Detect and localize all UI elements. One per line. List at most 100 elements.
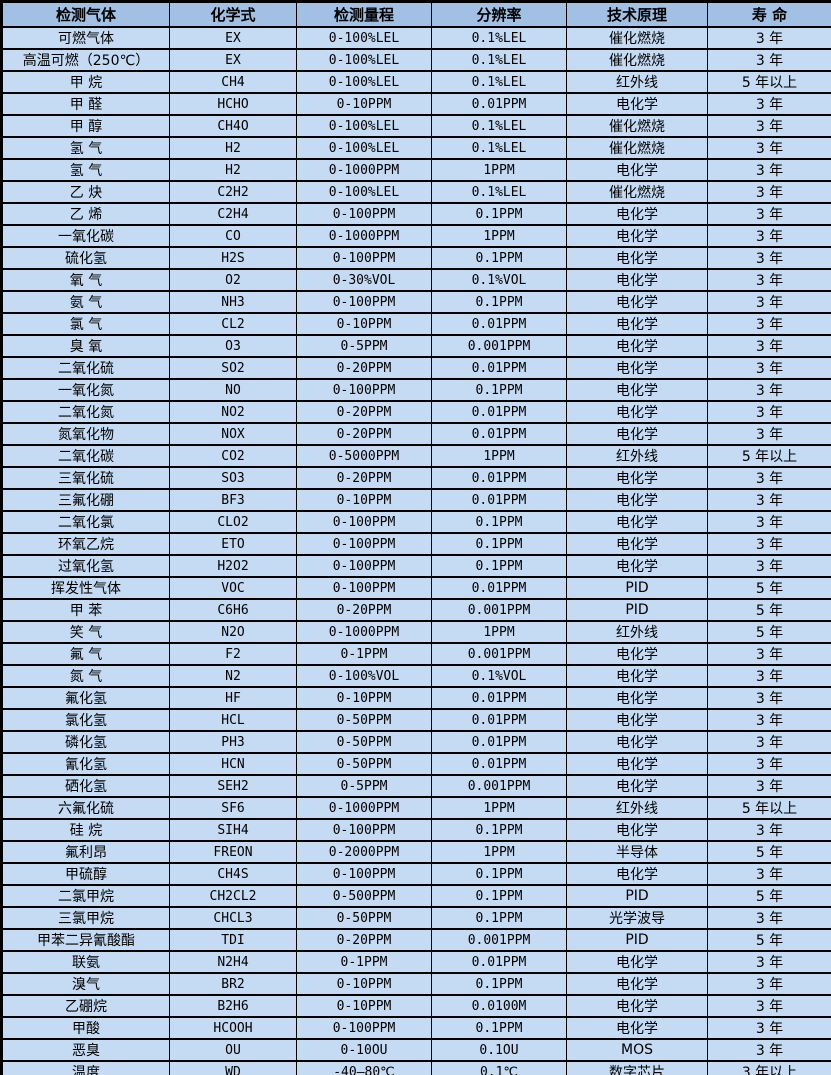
table-cell: 5 年: [707, 620, 831, 644]
table-cell: 0-20PPM: [296, 928, 432, 952]
table-cell: 磷化氢: [1, 730, 170, 754]
table-cell: OU: [169, 1038, 297, 1062]
table-cell: 0-5PPM: [296, 774, 432, 798]
header-row: 检测气体 化学式 检测量程 分辨率 技术原理寿 命: [1, 0, 831, 28]
table-cell: 电化学: [566, 268, 708, 292]
table-cell: 3 年: [707, 268, 831, 292]
table-cell: 高温可燃（250℃）: [1, 48, 170, 72]
table-cell: 甲酸: [1, 1016, 170, 1040]
table-row: 二氧化氯 CLO2 0-100PPM 0.1PPM 电化学 3 年: [1, 510, 831, 534]
table-cell: 3 年: [707, 290, 831, 314]
table-row: 过氧化氢 H2O2 0-100PPM 0.1PPM 电化学 3 年: [1, 554, 831, 578]
table-cell: 甲 醇: [1, 114, 170, 138]
table-cell: 0.1PPM: [431, 510, 567, 534]
table-cell: 催化燃烧: [566, 26, 708, 50]
table-cell: 光学波导: [566, 906, 708, 930]
table-cell: 3 年: [707, 48, 831, 72]
table-cell: 甲 烷: [1, 70, 170, 94]
table-cell: PH3: [169, 730, 297, 754]
table-cell: C6H6: [169, 598, 297, 622]
table-row: 甲 醇 CH4O 0-100%LEL 0.1%LEL 催化燃烧 3 年: [1, 114, 831, 138]
table-cell: 3 年: [707, 730, 831, 754]
table-cell: 0-100PPM: [296, 290, 432, 314]
table-cell: 电化学: [566, 158, 708, 182]
table-cell: 0.001PPM: [431, 928, 567, 952]
table-cell: 3 年: [707, 312, 831, 336]
table-cell: 0-100%LEL: [296, 136, 432, 160]
table-cell: 0.1%LEL: [431, 70, 567, 94]
table-row: 氰化氢 HCN 0-50PPM 0.01PPM 电化学 3 年: [1, 752, 831, 776]
table-cell: 0.01PPM: [431, 488, 567, 512]
table-cell: 0-2000PPM: [296, 840, 432, 864]
table-cell: H2O2: [169, 554, 297, 578]
table-cell: 3 年: [707, 488, 831, 512]
table-cell: 0.001PPM: [431, 334, 567, 358]
table-cell: 0.1PPM: [431, 818, 567, 842]
table-cell: 一氧化碳: [1, 224, 170, 248]
table-row: 恶臭 OU 0-10OU 0.1OU MOS 3 年: [1, 1038, 831, 1062]
table-cell: 氮氧化物: [1, 422, 170, 446]
table-cell: SEH2: [169, 774, 297, 798]
table-cell: 恶臭: [1, 1038, 170, 1062]
table-cell: 电化学: [566, 532, 708, 556]
table-cell: 0.1℃: [431, 1060, 567, 1075]
table-cell: FREON: [169, 840, 297, 864]
table-cell: 3 年: [707, 994, 831, 1018]
table-cell: 电化学: [566, 994, 708, 1018]
table-cell: 0-50PPM: [296, 708, 432, 732]
table-cell: CO2: [169, 444, 297, 468]
table-cell: 0-1000PPM: [296, 620, 432, 644]
table-row: 甲 醛 HCHO 0-10PPM 0.01PPM 电化学 3 年: [1, 92, 831, 116]
table-cell: 电化学: [566, 202, 708, 226]
table-cell: HCOOH: [169, 1016, 297, 1040]
table-cell: MOS: [566, 1038, 708, 1062]
table-row: 乙硼烷 B2H6 0-10PPM 0.0100M 电化学 3 年: [1, 994, 831, 1018]
table-cell: 3 年: [707, 356, 831, 380]
column-header: 分辨率: [431, 0, 567, 28]
table-row: 甲酸 HCOOH 0-100PPM 0.1PPM 电化学 3 年: [1, 1016, 831, 1040]
table-cell: 甲苯二异氰酸酯: [1, 928, 170, 952]
table-cell: N2: [169, 664, 297, 688]
table-cell: 二氧化氯: [1, 510, 170, 534]
table-cell: 3 年: [707, 1038, 831, 1062]
table-cell: 0.1%LEL: [431, 26, 567, 50]
table-cell: 0.1PPM: [431, 906, 567, 930]
table-cell: 0-10OU: [296, 1038, 432, 1062]
table-cell: 1PPM: [431, 796, 567, 820]
table-cell: NOX: [169, 422, 297, 446]
table-cell: 甲硫醇: [1, 862, 170, 886]
table-row: 硒化氢 SEH2 0-5PPM 0.001PPM 电化学 3 年: [1, 774, 831, 798]
table-cell: 硒化氢: [1, 774, 170, 798]
table-cell: 0-100PPM: [296, 818, 432, 842]
table-cell: 溴气: [1, 972, 170, 996]
table-cell: 0-1000PPM: [296, 796, 432, 820]
table-cell: 电化学: [566, 664, 708, 688]
table-cell: HCL: [169, 708, 297, 732]
table-cell: 3 年: [707, 708, 831, 732]
table-cell: 3 年: [707, 158, 831, 182]
table-row: 挥发性气体 VOC 0-100PPM 0.01PPM PID 5 年: [1, 576, 831, 600]
table-cell: N2O: [169, 620, 297, 644]
table-cell: 3 年: [707, 972, 831, 996]
table-cell: 氮 气: [1, 664, 170, 688]
table-row: 甲硫醇 CH4S 0-100PPM 0.1PPM 电化学 3 年: [1, 862, 831, 886]
table-cell: EX: [169, 26, 297, 50]
table-row: 高温可燃（250℃） EX 0-100%LEL 0.1%LEL 催化燃烧 3 年: [1, 48, 831, 72]
table-row: 磷化氢 PH3 0-50PPM 0.01PPM 电化学 3 年: [1, 730, 831, 754]
table-cell: 乙 烯: [1, 202, 170, 226]
table-cell: 0.01PPM: [431, 400, 567, 424]
table-cell: 联氨: [1, 950, 170, 974]
table-cell: 0.1PPM: [431, 290, 567, 314]
table-cell: C2H4: [169, 202, 297, 226]
table-cell: 六氟化硫: [1, 796, 170, 820]
table-cell: 电化学: [566, 554, 708, 578]
table-cell: 氧 气: [1, 268, 170, 292]
table-cell: 3 年: [707, 906, 831, 930]
table-cell: 5 年以上: [707, 796, 831, 820]
table-cell: 0-5000PPM: [296, 444, 432, 468]
table-cell: 5 年以上: [707, 70, 831, 94]
table-cell: 3 年: [707, 1016, 831, 1040]
table-row: 氯 气 CL2 0-10PPM 0.01PPM 电化学 3 年: [1, 312, 831, 336]
table-cell: 0.1PPM: [431, 532, 567, 556]
table-row: 甲 苯 C6H6 0-20PPM 0.001PPM PID 5 年: [1, 598, 831, 622]
